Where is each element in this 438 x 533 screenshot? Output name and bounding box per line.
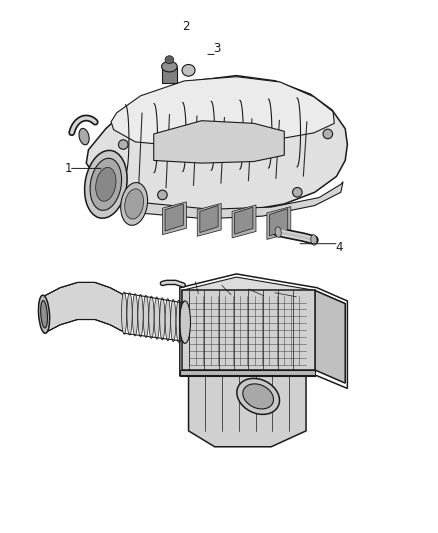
Text: 4: 4 bbox=[335, 241, 343, 254]
Ellipse shape bbox=[138, 294, 143, 337]
Polygon shape bbox=[162, 202, 186, 235]
Polygon shape bbox=[232, 205, 256, 238]
Ellipse shape bbox=[275, 227, 281, 237]
Ellipse shape bbox=[95, 167, 116, 201]
Text: 2: 2 bbox=[183, 20, 190, 34]
Polygon shape bbox=[315, 290, 345, 383]
PathPatch shape bbox=[111, 77, 334, 146]
Ellipse shape bbox=[158, 190, 167, 200]
Text: 1: 1 bbox=[65, 162, 73, 175]
Ellipse shape bbox=[85, 150, 127, 218]
Ellipse shape bbox=[127, 293, 132, 335]
Ellipse shape bbox=[171, 300, 176, 342]
Ellipse shape bbox=[293, 188, 302, 197]
Polygon shape bbox=[180, 370, 315, 376]
PathPatch shape bbox=[145, 182, 343, 219]
Ellipse shape bbox=[41, 301, 47, 328]
Text: 3: 3 bbox=[213, 42, 220, 54]
Ellipse shape bbox=[125, 189, 144, 219]
Polygon shape bbox=[197, 204, 221, 236]
Polygon shape bbox=[188, 367, 306, 447]
Polygon shape bbox=[200, 206, 218, 232]
Ellipse shape bbox=[118, 140, 128, 149]
Ellipse shape bbox=[121, 182, 148, 225]
Ellipse shape bbox=[160, 298, 165, 340]
Ellipse shape bbox=[165, 298, 170, 341]
Ellipse shape bbox=[165, 56, 174, 63]
Ellipse shape bbox=[121, 292, 127, 334]
PathPatch shape bbox=[86, 76, 347, 214]
Ellipse shape bbox=[176, 300, 181, 343]
Ellipse shape bbox=[323, 129, 332, 139]
Polygon shape bbox=[235, 207, 253, 234]
Ellipse shape bbox=[90, 158, 122, 211]
Ellipse shape bbox=[243, 384, 273, 409]
Polygon shape bbox=[182, 277, 345, 317]
Ellipse shape bbox=[311, 235, 317, 245]
Ellipse shape bbox=[149, 296, 154, 338]
Ellipse shape bbox=[39, 295, 49, 333]
Ellipse shape bbox=[182, 64, 195, 76]
Polygon shape bbox=[267, 207, 291, 239]
Ellipse shape bbox=[79, 128, 89, 145]
Polygon shape bbox=[182, 290, 315, 370]
Ellipse shape bbox=[182, 301, 187, 343]
Ellipse shape bbox=[162, 61, 177, 72]
Polygon shape bbox=[45, 282, 123, 333]
Polygon shape bbox=[165, 204, 184, 231]
Ellipse shape bbox=[154, 297, 159, 339]
PathPatch shape bbox=[154, 120, 284, 163]
Ellipse shape bbox=[237, 378, 279, 415]
Ellipse shape bbox=[143, 295, 148, 337]
Ellipse shape bbox=[180, 301, 191, 343]
Polygon shape bbox=[162, 67, 177, 83]
Ellipse shape bbox=[132, 294, 138, 336]
Polygon shape bbox=[269, 209, 288, 236]
